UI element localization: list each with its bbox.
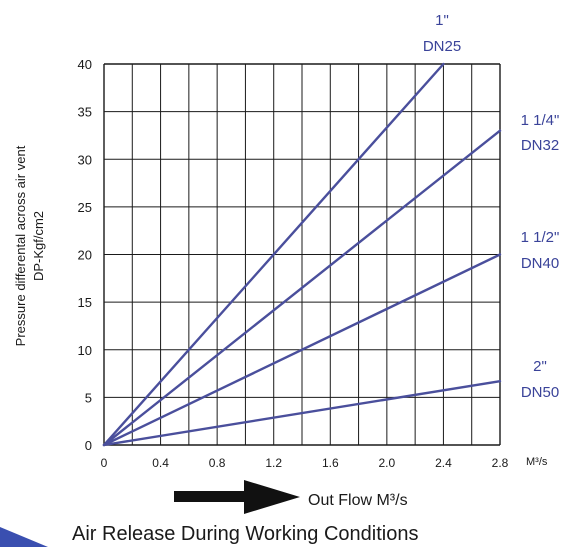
series-label-dn: DN32 (521, 137, 559, 154)
series-label-dn: DN50 (521, 384, 559, 401)
series-labels: 1" DN25 1 1/4" DN32 1 1/2" DN40 2" DN50 (423, 12, 560, 401)
x-tick-label: 2.8 (492, 456, 509, 470)
y-axis-label-line2: DP-Kgf/cm2 (31, 211, 46, 281)
x-tick-label: 1.2 (265, 456, 282, 470)
series-line-dn40 (102, 253, 502, 447)
x-tick-labels: 0 0.4 0.8 1.2 1.6 2.0 2.4 2.8 (101, 456, 509, 470)
y-tick-label: 30 (78, 152, 92, 167)
x-tick-label: 0.8 (209, 456, 226, 470)
x-axis-label: Out Flow M³/s (308, 492, 408, 509)
y-tick-label: 0 (85, 438, 92, 453)
corner-decoration (0, 527, 48, 547)
x-tick-label: 2.4 (435, 456, 452, 470)
y-tick-label: 20 (78, 248, 92, 263)
y-axis-label-line1: Pressure differental across air vent (13, 145, 28, 346)
x-tick-label: 0 (101, 456, 108, 470)
series-label-size: 1 1/2" (521, 229, 560, 246)
series-line-dn50 (102, 379, 502, 447)
y-tick-label: 25 (78, 200, 92, 215)
y-tick-labels: 0 5 10 15 20 25 30 35 40 (78, 57, 92, 453)
y-tick-label: 5 (85, 390, 92, 405)
series-line-dn32 (102, 129, 502, 447)
x-tick-label: 2.0 (379, 456, 396, 470)
x-tick-label: 0.4 (152, 456, 169, 470)
grid (103, 63, 501, 446)
series-label-dn: DN40 (521, 255, 559, 272)
y-tick-label: 10 (78, 343, 92, 358)
series-label-size: 1" (435, 12, 449, 29)
y-tick-label: 35 (78, 105, 92, 120)
series-label-size: 1 1/4" (521, 112, 560, 129)
x-tick-label: 1.6 (322, 456, 339, 470)
series-label-dn: DN25 (423, 38, 461, 55)
y-tick-label: 40 (78, 57, 92, 72)
chart-title: Air Release During Working Conditions (72, 523, 418, 545)
y-tick-label: 15 (78, 295, 92, 310)
series-label-size: 2" (533, 358, 547, 375)
series-line-dn25 (102, 62, 445, 447)
series-lines (102, 62, 502, 447)
arrow-right-icon (174, 480, 300, 514)
x-unit-label: M³/s (526, 456, 548, 468)
